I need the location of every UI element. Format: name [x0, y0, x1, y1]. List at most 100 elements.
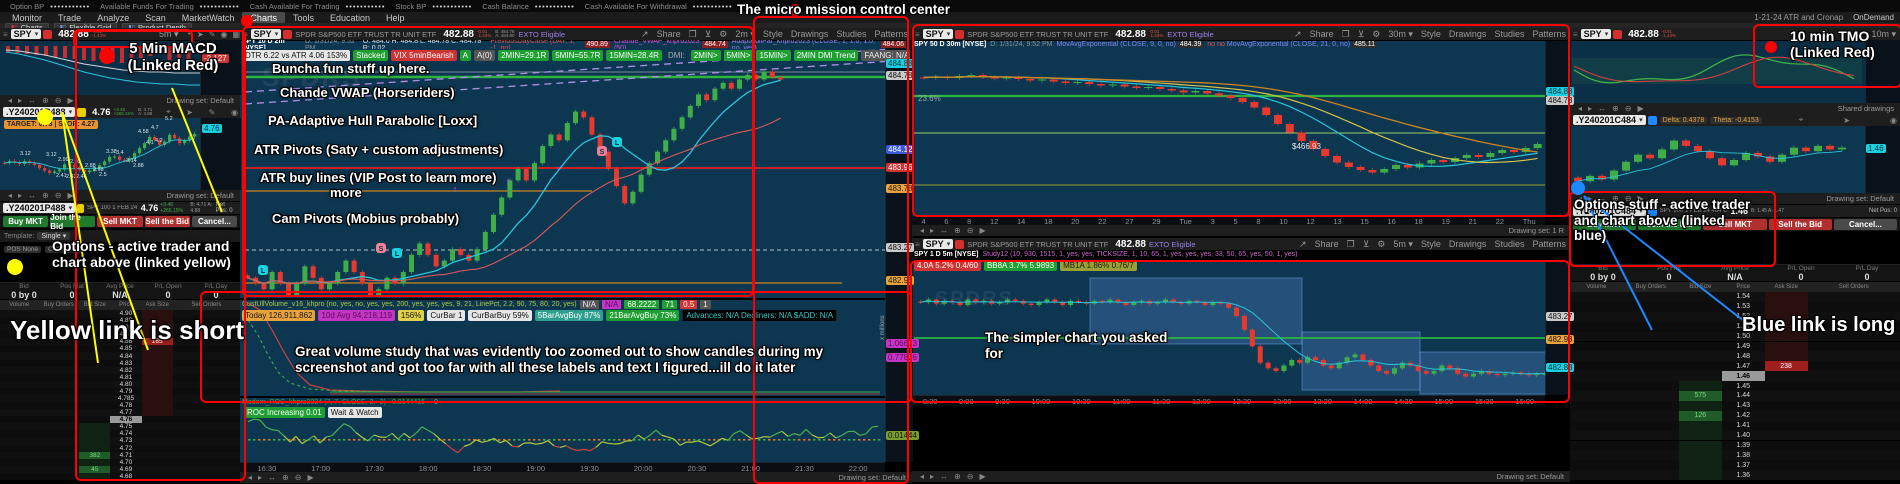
ladder-cell[interactable]: 4.68	[119, 472, 133, 480]
ladder-row[interactable]: 126 1.42	[1570, 410, 1900, 421]
option-symbol-input[interactable]: .Y240201P488 ▾	[3, 107, 76, 117]
ladder-cell[interactable]	[79, 395, 110, 402]
drawing-set-label[interactable]: Shared drawings	[1837, 104, 1894, 113]
ladder-cell[interactable]	[1764, 321, 1808, 332]
ladder-cell[interactable]	[1679, 371, 1722, 381]
panel-menu-icon[interactable]: ≡	[243, 29, 248, 39]
ladder-cell[interactable]	[1765, 431, 1808, 441]
ladder-cell[interactable]	[1765, 460, 1808, 470]
toolbar-style[interactable]: Style	[1420, 239, 1441, 249]
draw-icon[interactable]: ✎	[208, 29, 216, 39]
zoom-out-icon[interactable]: ⊖	[966, 226, 974, 235]
ladder-cell[interactable]: 1.37	[1736, 461, 1751, 469]
left-arrow-icon[interactable]: ◂	[1578, 104, 1583, 113]
drawing-set-label[interactable]: Drawing set: Default	[1826, 194, 1894, 203]
ladder-cell[interactable]: 1.50	[1736, 333, 1751, 341]
play-icon[interactable]: ▶	[67, 191, 74, 200]
ladder-cell[interactable]	[79, 352, 110, 359]
ladder-cell[interactable]	[1764, 292, 1808, 302]
pin-icon[interactable]: ⊻	[1362, 238, 1370, 249]
ladder-cell[interactable]	[141, 317, 173, 325]
ladder-cell[interactable]: 4.81	[119, 373, 133, 381]
zoom-in-icon[interactable]: ⊕	[42, 96, 49, 105]
ladder-row[interactable]: 4.75	[0, 423, 240, 431]
ladder-cell[interactable]	[79, 430, 111, 438]
play-icon[interactable]: ▶	[979, 226, 986, 235]
zoom-in-icon[interactable]: ⊕	[954, 472, 961, 481]
cursor-icon[interactable]: ➤	[197, 29, 204, 39]
ladder-cell[interactable]	[1764, 341, 1808, 352]
right-arrow-icon[interactable]: ▸	[930, 472, 935, 481]
ladder-cell[interactable]	[1765, 391, 1808, 401]
ladder-cell[interactable]: 4.76	[110, 416, 142, 424]
ladder-cell[interactable]: 126	[1678, 410, 1722, 421]
symbol-input[interactable]: SPY ▾	[1580, 29, 1612, 39]
ladder-cell[interactable]	[142, 445, 173, 452]
zoom-out-icon[interactable]: ⊖	[966, 472, 974, 481]
ladder-cell[interactable]	[141, 402, 173, 410]
option-symbol-input[interactable]: .Y240201C484 ▾	[1573, 115, 1646, 125]
order-button-buy-mkt[interactable]: Buy MKT	[3, 216, 49, 227]
ladder-cell[interactable]: 1.53	[1736, 303, 1751, 311]
cursor-icon[interactable]: ➤	[1843, 115, 1850, 125]
link-color-badge[interactable]	[43, 29, 53, 39]
ladder-cell[interactable]: 1.38	[1736, 451, 1751, 459]
toolbar-patterns[interactable]: Patterns	[1532, 29, 1566, 39]
ladder-cell[interactable]	[79, 402, 110, 409]
symbol-input[interactable]: SPY ▾	[250, 29, 282, 39]
zoom-out-icon[interactable]: ⊖	[1624, 104, 1632, 113]
ladder-row[interactable]: 4.80	[0, 380, 240, 388]
toolbar-drawings[interactable]: Drawings	[790, 29, 829, 39]
menu-item-tools[interactable]: Tools	[292, 12, 314, 23]
ladder-cell[interactable]	[142, 452, 173, 459]
ladder-cell[interactable]: 382	[79, 451, 111, 459]
toolbar-style[interactable]: Style	[762, 29, 783, 39]
ladder-cell[interactable]: 4.80	[119, 380, 133, 388]
left-arrow-icon[interactable]: ◂	[248, 473, 253, 482]
ladder-cell[interactable]	[1679, 302, 1722, 312]
share-icon[interactable]: ↗	[641, 28, 649, 39]
ladder-cell[interactable]: 4.71	[119, 451, 133, 459]
ladder-cell[interactable]	[79, 345, 110, 352]
panel-menu-icon[interactable]: ≡	[915, 29, 920, 39]
timeframe-selector[interactable]: 2m ▾	[735, 28, 755, 39]
ladder-cell[interactable]	[1765, 411, 1808, 421]
gear-icon[interactable]: ⚙	[1377, 238, 1386, 249]
ladder-cell[interactable]	[141, 359, 173, 367]
drawing-set-label[interactable]: Drawing set: Default	[838, 473, 906, 482]
ladder-cell[interactable]: 1.43	[1736, 402, 1751, 410]
ladder-row[interactable]: 4.73	[0, 437, 240, 445]
ladder-cell[interactable]: 1.40	[1736, 432, 1751, 440]
symbol-input[interactable]: SPY ▾	[922, 29, 954, 39]
ladder-cell[interactable]	[1764, 351, 1808, 362]
toolbar-patterns[interactable]: Patterns	[1532, 239, 1566, 249]
ladder-cell[interactable]: 45	[79, 465, 111, 473]
toolbar-studies[interactable]: Studies	[1494, 239, 1525, 249]
toolbar-style[interactable]: Style	[1420, 29, 1441, 39]
ladder-cell[interactable]: 1.49	[1736, 342, 1751, 350]
pan-icon[interactable]: ↔	[268, 473, 277, 482]
ladder-cell[interactable]	[141, 387, 173, 395]
ladder-cell[interactable]: 1.51	[1736, 323, 1751, 331]
ladder-cell[interactable]	[79, 360, 110, 367]
ladder-cell[interactable]	[1678, 450, 1722, 461]
ladder-cell[interactable]: 238	[1764, 361, 1808, 372]
drawing-set-label[interactable]: Drawing set: Default	[1496, 472, 1564, 481]
share-label[interactable]: Share	[656, 29, 681, 39]
ladder-cell[interactable]	[141, 324, 173, 332]
panel-menu-icon[interactable]: ≡	[3, 29, 8, 39]
left-arrow-icon[interactable]: ◂	[1578, 194, 1583, 203]
ladder-cell[interactable]	[1765, 450, 1808, 460]
ladder-cell[interactable]: 1.47	[1736, 362, 1751, 370]
menu-item-marketwatch[interactable]: MarketWatch	[181, 12, 235, 23]
order-button-sell-the-bid[interactable]: Sell the Bid	[144, 216, 190, 227]
ladder-cell[interactable]	[1679, 322, 1722, 332]
toolbar-drawings[interactable]: Drawings	[1448, 29, 1487, 39]
ladder-cell[interactable]: 4.83	[119, 359, 133, 367]
ladder-row[interactable]: 1.46	[1570, 371, 1900, 382]
zoom-in-icon[interactable]: ⊕	[42, 191, 49, 200]
ladder-cell[interactable]	[1678, 430, 1722, 441]
zoom-out-icon[interactable]: ⊖	[54, 96, 62, 105]
ladder-cell[interactable]: 4.70	[119, 458, 133, 466]
ladder-cell[interactable]: 4.75	[119, 423, 133, 431]
